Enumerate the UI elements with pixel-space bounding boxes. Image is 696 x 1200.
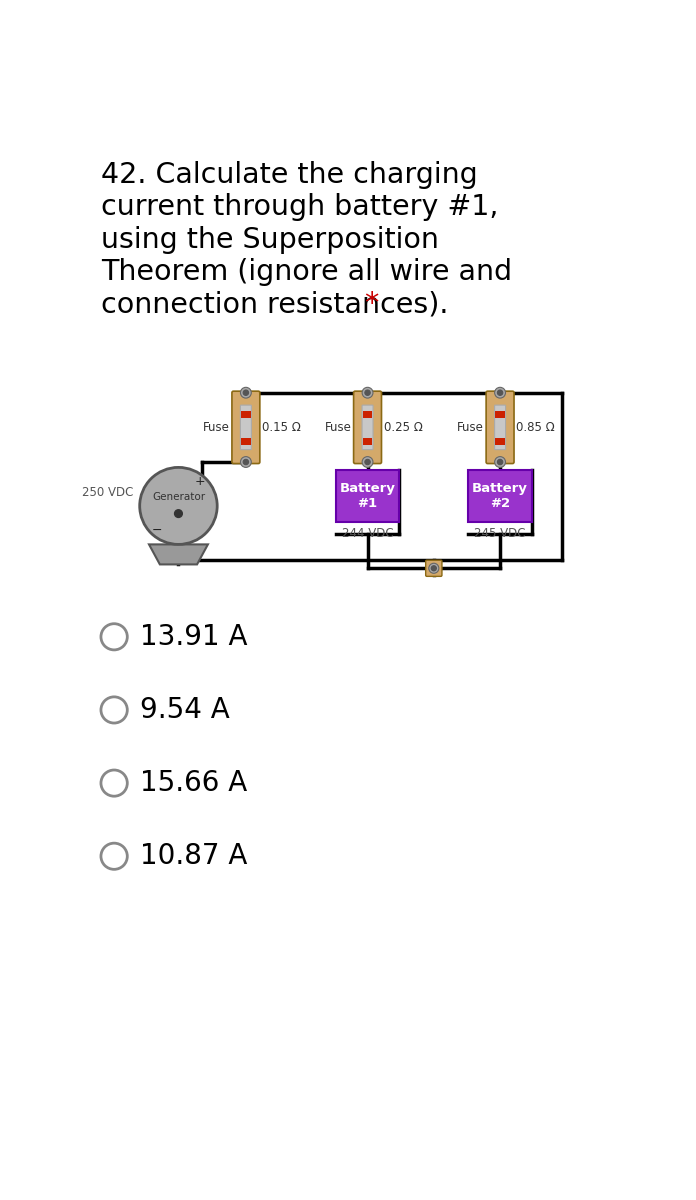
FancyBboxPatch shape xyxy=(232,391,260,463)
Bar xyxy=(363,438,372,444)
Text: 245 VDC: 245 VDC xyxy=(475,527,525,540)
Text: Battery
#1: Battery #1 xyxy=(340,482,395,510)
Text: +: + xyxy=(195,475,205,487)
Circle shape xyxy=(175,510,182,517)
Circle shape xyxy=(243,390,248,396)
FancyBboxPatch shape xyxy=(354,391,381,463)
Bar xyxy=(496,412,505,418)
Circle shape xyxy=(495,388,505,398)
Circle shape xyxy=(101,624,127,650)
Text: 250 VDC: 250 VDC xyxy=(82,486,134,498)
Text: 42. Calculate the charging: 42. Calculate the charging xyxy=(101,161,477,188)
Text: current through battery #1,: current through battery #1, xyxy=(101,193,498,221)
Circle shape xyxy=(495,457,505,468)
Circle shape xyxy=(498,460,503,464)
Circle shape xyxy=(432,566,436,571)
Text: connection resistances).: connection resistances). xyxy=(101,290,448,318)
Bar xyxy=(241,412,251,418)
Circle shape xyxy=(101,844,127,869)
Bar xyxy=(335,469,400,522)
Circle shape xyxy=(240,388,251,398)
Text: Fuse: Fuse xyxy=(324,421,351,434)
Bar xyxy=(468,469,532,522)
Text: 244 VDC: 244 VDC xyxy=(342,527,393,540)
Text: Fuse: Fuse xyxy=(203,421,230,434)
Bar xyxy=(496,438,505,444)
FancyBboxPatch shape xyxy=(240,406,251,450)
Text: 0.15 Ω: 0.15 Ω xyxy=(262,421,301,434)
Circle shape xyxy=(362,388,373,398)
Text: 0.25 Ω: 0.25 Ω xyxy=(383,421,422,434)
Bar xyxy=(363,412,372,418)
Text: −: − xyxy=(152,524,162,538)
FancyBboxPatch shape xyxy=(362,406,373,450)
Bar xyxy=(241,438,251,444)
Text: 13.91 A: 13.91 A xyxy=(140,623,247,650)
Circle shape xyxy=(101,770,127,796)
Circle shape xyxy=(362,457,373,468)
FancyBboxPatch shape xyxy=(486,391,514,463)
Circle shape xyxy=(240,457,251,468)
Text: *: * xyxy=(365,290,379,318)
Text: Battery
#2: Battery #2 xyxy=(472,482,528,510)
Circle shape xyxy=(498,390,503,396)
Circle shape xyxy=(140,467,217,545)
Circle shape xyxy=(243,460,248,464)
Circle shape xyxy=(101,697,127,724)
Circle shape xyxy=(365,460,370,464)
Text: using the Superposition: using the Superposition xyxy=(101,226,438,253)
Text: Fuse: Fuse xyxy=(457,421,484,434)
FancyBboxPatch shape xyxy=(426,560,442,576)
Text: 10.87 A: 10.87 A xyxy=(140,842,247,870)
FancyBboxPatch shape xyxy=(495,406,505,450)
Circle shape xyxy=(429,563,439,574)
Text: Theorem (ignore all wire and: Theorem (ignore all wire and xyxy=(101,258,512,286)
Circle shape xyxy=(365,390,370,396)
Text: 15.66 A: 15.66 A xyxy=(140,769,247,797)
Text: Generator: Generator xyxy=(152,492,205,502)
Polygon shape xyxy=(149,545,208,564)
Text: 0.85 Ω: 0.85 Ω xyxy=(516,421,555,434)
Text: 9.54 A: 9.54 A xyxy=(140,696,230,724)
